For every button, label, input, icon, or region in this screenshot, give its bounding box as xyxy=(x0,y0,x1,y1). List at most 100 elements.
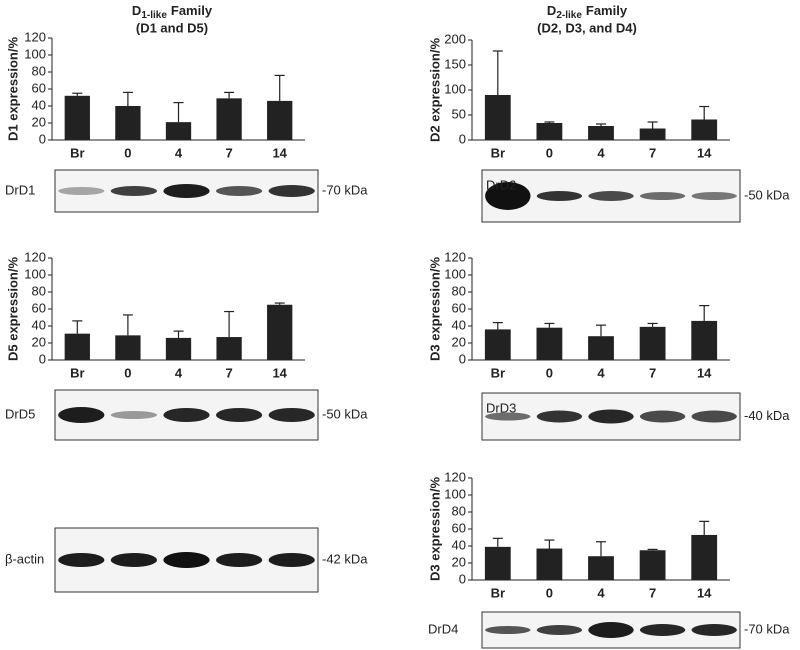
x-tick-label: 7 xyxy=(225,145,232,160)
bar xyxy=(588,126,614,140)
error-bar xyxy=(173,101,184,123)
bar xyxy=(536,327,563,360)
bar xyxy=(639,550,666,580)
error-bar xyxy=(72,92,83,96)
blot-band xyxy=(691,192,737,200)
y-tick-label: 80 xyxy=(452,283,466,298)
x-tick-label: 0 xyxy=(124,145,131,160)
error-bar xyxy=(492,50,503,95)
blot-label: DrD4 xyxy=(428,621,458,636)
x-tick-label: 4 xyxy=(597,145,605,160)
bar xyxy=(216,337,242,360)
blot-band xyxy=(215,186,263,196)
y-tick-label: 0 xyxy=(39,351,46,366)
bar xyxy=(216,98,242,140)
blot-band xyxy=(691,410,737,423)
error-bar xyxy=(647,322,658,327)
y-axis-label: D3 expression/% xyxy=(427,257,442,361)
error-bar xyxy=(699,305,710,321)
y-tick-label: 100 xyxy=(24,266,46,281)
blot-band xyxy=(536,191,583,201)
heading-suffix: Family xyxy=(171,3,213,18)
blot-band xyxy=(639,624,686,636)
blot-band xyxy=(588,622,634,638)
blot-size: -42 kDa xyxy=(322,551,368,566)
blot-band xyxy=(588,191,634,201)
blot-band xyxy=(485,626,531,634)
y-axis-label: D5 expression/% xyxy=(5,257,20,361)
y-tick-label: 20 xyxy=(452,554,466,569)
blot-band xyxy=(110,186,158,196)
x-tick-label: 14 xyxy=(697,585,712,600)
blot-band xyxy=(536,410,583,423)
blot-band xyxy=(110,553,158,567)
y-tick-label: 120 xyxy=(444,469,466,484)
y-tick-label: 120 xyxy=(444,249,466,264)
error-bar xyxy=(274,74,285,101)
blot-band xyxy=(536,625,583,635)
y-tick-label: 40 xyxy=(32,97,46,112)
blot: DrD3 -40 kDa xyxy=(481,392,790,441)
bar xyxy=(484,95,511,140)
bar xyxy=(691,534,718,580)
y-tick-label: 20 xyxy=(452,334,466,349)
bar xyxy=(64,95,90,140)
x-tick-label: Br xyxy=(491,145,505,160)
bar xyxy=(115,106,141,140)
blot-label: DrD5 xyxy=(5,406,35,421)
bar xyxy=(484,329,511,360)
heading-sub: 1-like xyxy=(141,10,167,21)
bar xyxy=(165,337,192,360)
x-tick-label: Br xyxy=(70,145,84,160)
bar xyxy=(267,100,293,140)
y-tick-label: 60 xyxy=(452,520,466,535)
y-tick-label: 80 xyxy=(32,283,46,298)
y-tick-label: 80 xyxy=(452,503,466,518)
y-tick-label: 60 xyxy=(452,300,466,315)
error-bar xyxy=(699,105,710,120)
bar xyxy=(639,128,666,140)
blot-band xyxy=(58,187,105,195)
blot: DrD1 -70 kDa xyxy=(5,169,368,213)
x-tick-label: 7 xyxy=(649,145,656,160)
error-bar xyxy=(596,541,606,557)
x-tick-label: Br xyxy=(491,365,505,380)
bar xyxy=(536,123,563,140)
blot-band xyxy=(58,407,105,423)
error-bar xyxy=(122,91,133,106)
y-tick-label: 0 xyxy=(459,571,466,586)
blot-label: DrD2 xyxy=(486,177,516,192)
blot-band xyxy=(639,192,686,200)
x-tick-label: Br xyxy=(70,365,84,380)
blot-band xyxy=(268,408,315,422)
bar xyxy=(484,546,511,580)
heading-suffix: Family xyxy=(586,3,628,18)
error-bar xyxy=(492,322,503,330)
blot-size: -40 kDa xyxy=(744,408,790,423)
error-bar xyxy=(699,520,710,535)
y-tick-label: 60 xyxy=(32,80,46,95)
blot-size: -70 kDa xyxy=(744,621,790,636)
error-bar xyxy=(122,314,133,336)
blot-band xyxy=(485,182,531,210)
blot-band xyxy=(639,410,686,423)
blot-band xyxy=(163,552,210,568)
blot-label: DrD3 xyxy=(486,400,516,415)
heading-left: D1-like Family (D1 and D5) xyxy=(132,3,213,35)
y-tick-label: 100 xyxy=(444,266,466,281)
blot-band xyxy=(163,184,210,198)
y-tick-label: 40 xyxy=(32,317,46,332)
y-tick-label: 120 xyxy=(24,29,46,44)
x-tick-label: 14 xyxy=(697,365,712,380)
x-tick-label: 0 xyxy=(546,145,553,160)
x-tick-label: 14 xyxy=(697,145,712,160)
y-tick-label: 50 xyxy=(452,106,466,121)
x-tick-label: 4 xyxy=(597,365,605,380)
y-tick-label: 100 xyxy=(24,46,46,61)
x-tick-label: 7 xyxy=(649,585,656,600)
bar xyxy=(64,333,90,360)
x-tick-label: Br xyxy=(491,585,505,600)
